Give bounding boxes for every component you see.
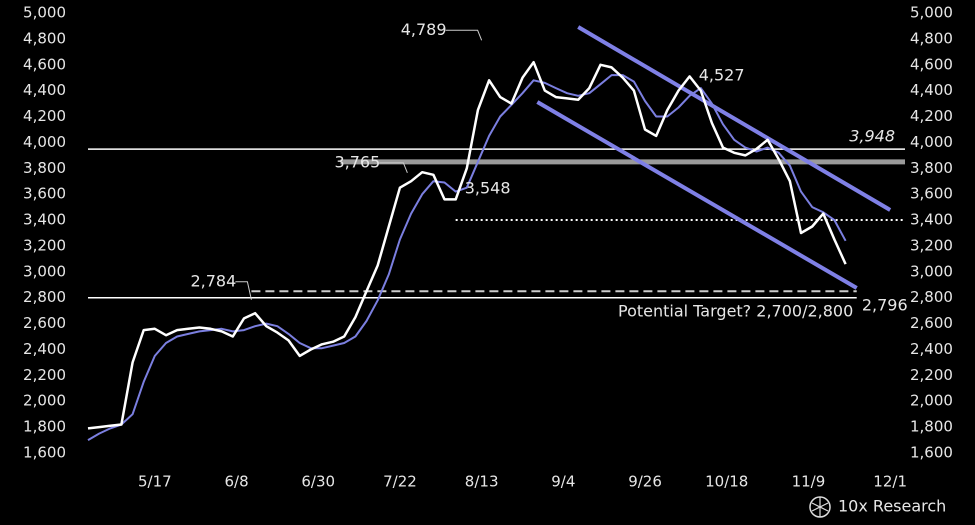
y-tick-label: 2,800: [23, 288, 66, 306]
y2-tick-label: 3,800: [910, 159, 953, 177]
x-tick-label: 9/4: [551, 473, 575, 491]
x-tick-label: 6/8: [224, 473, 248, 491]
annotation-label: 3,548: [465, 178, 511, 197]
x-tick-label: 8/13: [465, 473, 499, 491]
annotation-label: 3,765: [334, 152, 380, 171]
y2-tick-label: 2,600: [910, 314, 953, 332]
y-tick-label: 3,400: [23, 211, 66, 229]
brand-name: 10x Research: [838, 497, 946, 516]
y2-tick-label: 3,400: [910, 211, 953, 229]
y-tick-label: 4,800: [23, 29, 66, 47]
annotation-label: 2,796: [862, 296, 908, 315]
y2-tick-label: 2,400: [910, 340, 953, 358]
price-line: [87, 60, 847, 430]
y-tick-label: 4,200: [23, 107, 66, 125]
y-tick-label: 2,600: [23, 314, 66, 332]
y-tick-label: 4,400: [23, 81, 66, 99]
y-tick-label: 4,000: [23, 133, 66, 151]
y-tick-label: 2,200: [23, 366, 66, 384]
x-tick-label: 9/26: [628, 473, 662, 491]
y2-tick-label: 4,600: [910, 55, 953, 73]
y-tick-label: 2,400: [23, 340, 66, 358]
target-note: Potential Target? 2,700/2,800: [618, 302, 853, 321]
x-tick-label: 5/17: [138, 473, 172, 491]
channel-line: [536, 100, 858, 290]
y2-tick-label: 2,200: [910, 366, 953, 384]
y2-tick-label: 3,200: [910, 236, 953, 254]
annotation-label: 4,789: [401, 20, 447, 39]
x-tick-label: 6/30: [301, 473, 335, 491]
annotation-leader: [379, 162, 408, 174]
annotation-leader: [235, 281, 252, 300]
y-tick-label: 2,000: [23, 392, 66, 410]
annotation-label: 4,527: [699, 66, 745, 85]
y-tick-label: 3,800: [23, 159, 66, 177]
y2-tick-label: 1,600: [910, 444, 953, 462]
y2-tick-label: 3,000: [910, 262, 953, 280]
x-tick-label: 10/18: [705, 473, 748, 491]
x-tick-label: 12/1: [873, 473, 907, 491]
y2-tick-label: 2,000: [910, 392, 953, 410]
y2-tick-label: 2,800: [910, 288, 953, 306]
channel-line: [577, 25, 892, 212]
x-tick-label: 7/22: [383, 473, 417, 491]
y-tick-label: 3,000: [23, 262, 66, 280]
annotation-label: 2,784: [190, 271, 236, 290]
y2-tick-label: 4,400: [910, 81, 953, 99]
y2-tick-label: 4,800: [910, 29, 953, 47]
y2-tick-label: 4,200: [910, 107, 953, 125]
x-tick-label: 11/9: [792, 473, 826, 491]
y-tick-label: 1,600: [23, 444, 66, 462]
y-tick-label: 4,600: [23, 55, 66, 73]
y2-tick-label: 5,000: [910, 4, 953, 22]
brand-logo: [809, 496, 831, 518]
y2-tick-label: 1,800: [910, 418, 953, 436]
annotation-label: 3,948: [849, 127, 895, 146]
y-tick-label: 5,000: [23, 4, 66, 22]
y2-tick-label: 4,000: [910, 133, 953, 151]
y-tick-label: 3,200: [23, 236, 66, 254]
y2-tick-label: 3,600: [910, 185, 953, 203]
annotation-leader: [445, 29, 483, 41]
y-tick-label: 3,600: [23, 185, 66, 203]
y-tick-label: 1,800: [23, 418, 66, 436]
